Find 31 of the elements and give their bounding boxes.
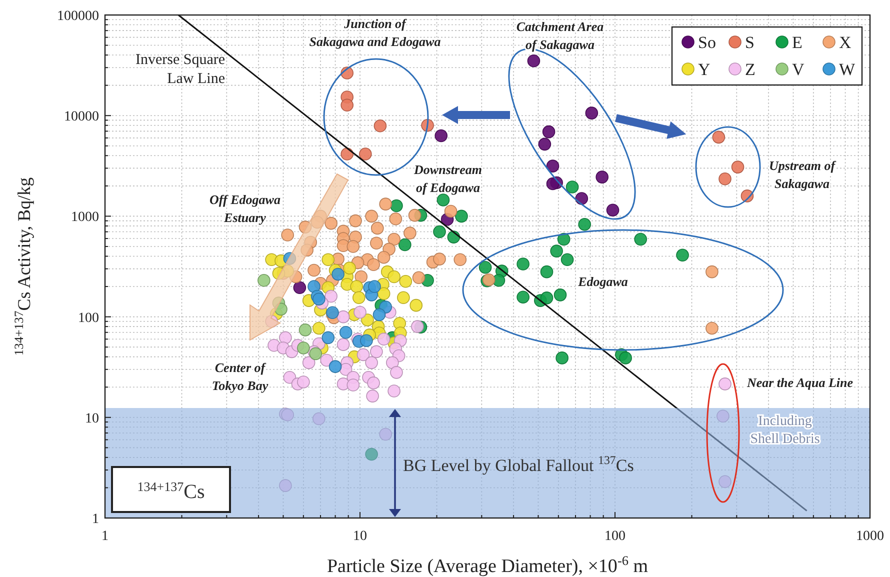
x-tick-label: 100 <box>604 529 626 544</box>
x-tick-label: 10 <box>353 529 367 544</box>
y-tick-label: 1 <box>92 512 99 527</box>
y-tick-label: 100000 <box>57 9 99 24</box>
legend-label: W <box>839 60 856 79</box>
y-tick-label: 1000 <box>71 210 99 226</box>
x-axis-title: Particle Size (Average Diameter), ×10$^{-6}$ m <box>326 552 648 577</box>
annotation: Near the Aqua Line <box>746 375 854 390</box>
annotation: $^{134+137}$Cs <box>137 478 205 503</box>
legend-label: S <box>745 33 754 52</box>
annotation: Catchment Area of Sakagawa <box>516 19 604 52</box>
y-tick-label: 10000 <box>64 110 99 125</box>
y-tick-label: 10 <box>85 411 99 426</box>
legend-label: Y <box>698 60 710 79</box>
annotation: Center of Tokyo Bay <box>212 360 268 393</box>
x-tick-label: 1000 <box>856 529 884 544</box>
series-label: Inverse Square Law Line <box>135 52 226 87</box>
legend-label: V <box>792 60 805 79</box>
annotation: Upstream of Sakagawa <box>768 158 837 191</box>
annotation: Junction of Sakagawa and Edogawa <box>309 16 442 49</box>
x-tick-label: 1 <box>102 529 108 544</box>
legend-label: E <box>792 33 802 52</box>
annotation: Downstream of Edogawa <box>413 162 482 195</box>
annotation: Edogawa <box>577 274 628 289</box>
legend-label: Z <box>745 60 756 79</box>
band-label: BG Level by Global Fallout $^{137}$Cs <box>403 453 634 475</box>
annotation: Off Edogawa Estuary <box>210 192 281 225</box>
legend-label: X <box>839 33 852 52</box>
annotation: Including Shell Debris <box>750 414 820 447</box>
legend-label: So <box>698 33 716 52</box>
y-tick-label: 100 <box>78 310 99 326</box>
